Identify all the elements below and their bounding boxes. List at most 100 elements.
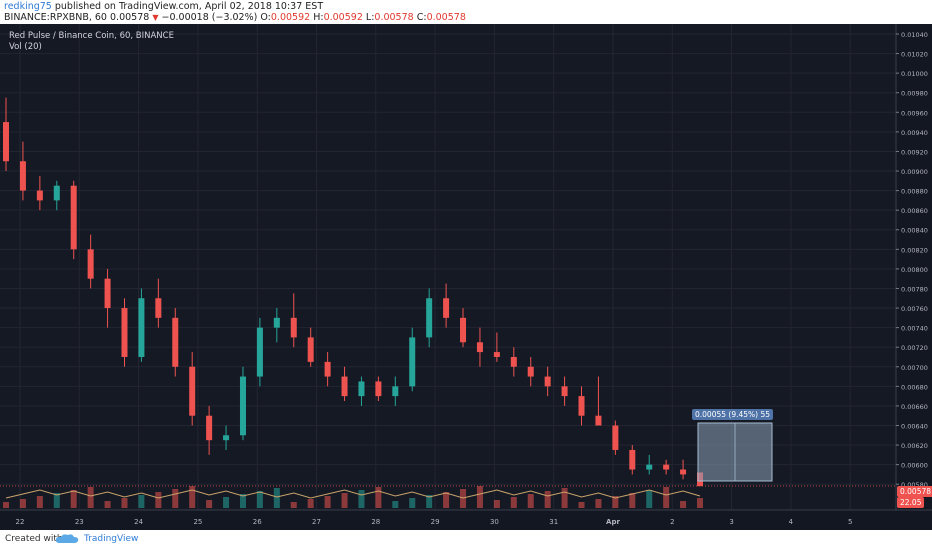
- time-label: 4: [789, 518, 794, 526]
- price-label: 0.01040: [901, 31, 928, 39]
- volume-bar: [256, 491, 263, 508]
- volume-bar: [527, 494, 534, 508]
- candle-body: [646, 464, 653, 470]
- price-label: 0.00800: [901, 266, 928, 274]
- volume-bar: [341, 493, 348, 508]
- time-label: 31: [549, 518, 558, 526]
- candle-body: [53, 185, 60, 201]
- candle-body: [70, 185, 77, 250]
- chart-title: Red Pulse / Binance Coin, 60, BINANCE: [9, 31, 174, 41]
- candle-body: [223, 435, 230, 441]
- volume-bar: [663, 487, 670, 508]
- volume-bar: [612, 496, 619, 508]
- candle-body: [104, 278, 111, 309]
- candle-body: [544, 376, 551, 387]
- time-label: 26: [253, 518, 262, 526]
- price-label: 0.00880: [901, 188, 928, 196]
- volume-indicator-label[interactable]: Vol (20): [9, 42, 42, 52]
- volume-bar: [476, 486, 483, 508]
- volume-ma-line: [5, 489, 701, 499]
- candle-body: [36, 190, 43, 201]
- time-label: 23: [75, 518, 84, 526]
- price-label: 0.00900: [901, 168, 928, 176]
- candle-body: [189, 366, 196, 416]
- time-label: 3: [729, 518, 733, 526]
- candle-body: [121, 308, 128, 357]
- price-label: 0.00660: [901, 403, 928, 411]
- candle-body: [409, 337, 416, 387]
- time-label: 25: [193, 518, 202, 526]
- volume-bar: [70, 490, 77, 508]
- created-with-text: Created with: [5, 534, 63, 544]
- volume-bars: [3, 486, 703, 508]
- volume-bar: [19, 499, 26, 508]
- symbol-line: BINANCE:RPXBNB, 60 0.00578 ▼ −0.00018 (−…: [4, 12, 466, 23]
- open-label: O:: [260, 12, 271, 23]
- volume-bar: [290, 502, 297, 508]
- volume-bar: [104, 501, 111, 508]
- measure-tool: [697, 422, 773, 482]
- candle-body: [460, 317, 467, 343]
- candle-body: [595, 415, 602, 426]
- price-label: 0.00680: [901, 383, 928, 391]
- candle-body: [239, 376, 246, 436]
- volume-bar: [324, 496, 331, 508]
- candle-body: [3, 122, 9, 162]
- volume-bar: [646, 490, 653, 508]
- low-label: L:: [365, 12, 375, 23]
- volume-bar: [223, 497, 230, 508]
- candle-body: [527, 366, 534, 377]
- volume-bar: [307, 499, 314, 508]
- price-label: 0.00860: [901, 207, 928, 215]
- volume-bar: [87, 487, 94, 508]
- price-label: 0.00760: [901, 305, 928, 313]
- price-label: 0.00820: [901, 246, 928, 254]
- tradingview-brand-link[interactable]: TradingView: [84, 534, 139, 544]
- publish-info-bar: redking75 published on TradingView.com, …: [0, 0, 932, 24]
- volume-bar: [155, 492, 162, 508]
- price-label: 0.00960: [901, 109, 928, 117]
- volume-bar: [172, 489, 179, 508]
- volume-bar: [426, 495, 433, 508]
- username-link[interactable]: redking75: [4, 1, 52, 12]
- candle-body: [19, 161, 26, 191]
- time-label: 24: [134, 518, 143, 526]
- last-value: 0.00578: [110, 12, 150, 23]
- close-value: 0.00578: [426, 12, 466, 23]
- volume-bar: [273, 488, 280, 508]
- candle-body: [256, 327, 263, 377]
- volume-bar: [697, 498, 703, 508]
- candle-body: [358, 381, 365, 397]
- chart-panel[interactable]: 0.01040 0.01020 0.01000 0.00980 0.00960 0.009…: [0, 24, 932, 530]
- price-label: 0.00940: [901, 129, 928, 137]
- price-label: 0.00620: [901, 442, 928, 450]
- volume-bar: [409, 498, 416, 508]
- down-arrow-icon: ▼: [152, 13, 159, 22]
- high-label: H:: [313, 12, 324, 23]
- high-value: 0.00592: [323, 12, 363, 23]
- candle-body: [375, 381, 382, 397]
- price-label: 0.00840: [901, 227, 928, 235]
- price-label: 0.00720: [901, 344, 928, 352]
- time-label: 30: [490, 518, 499, 526]
- time-label: 28: [371, 518, 380, 526]
- price-chart[interactable]: 0.01040 0.01020 0.01000 0.00980 0.00960 0.009…: [0, 24, 932, 530]
- measure-label: 0.00055 (9.45%) 55: [692, 409, 774, 420]
- time-label: Apr: [606, 518, 620, 526]
- last-price-tag: 0.00578: [897, 486, 932, 497]
- volume-bar: [138, 495, 145, 508]
- candle-body: [612, 425, 619, 450]
- publish-line: redking75 published on TradingView.com, …: [4, 1, 323, 12]
- volume-bar: [392, 501, 399, 508]
- volume-bar: [595, 499, 602, 508]
- candle-body: [392, 386, 399, 397]
- chart-grid: [0, 24, 896, 510]
- price-label: 0.00580: [901, 481, 928, 489]
- volume-bar: [3, 502, 9, 508]
- price-axis-bg: [896, 24, 932, 530]
- candle-body: [476, 342, 483, 353]
- candle-body: [629, 449, 636, 470]
- change-text: −0.00018 (−3.02%): [161, 12, 258, 23]
- symbol-info: BINANCE:RPXBNB, 60: [4, 12, 110, 23]
- volume-bar: [544, 491, 551, 508]
